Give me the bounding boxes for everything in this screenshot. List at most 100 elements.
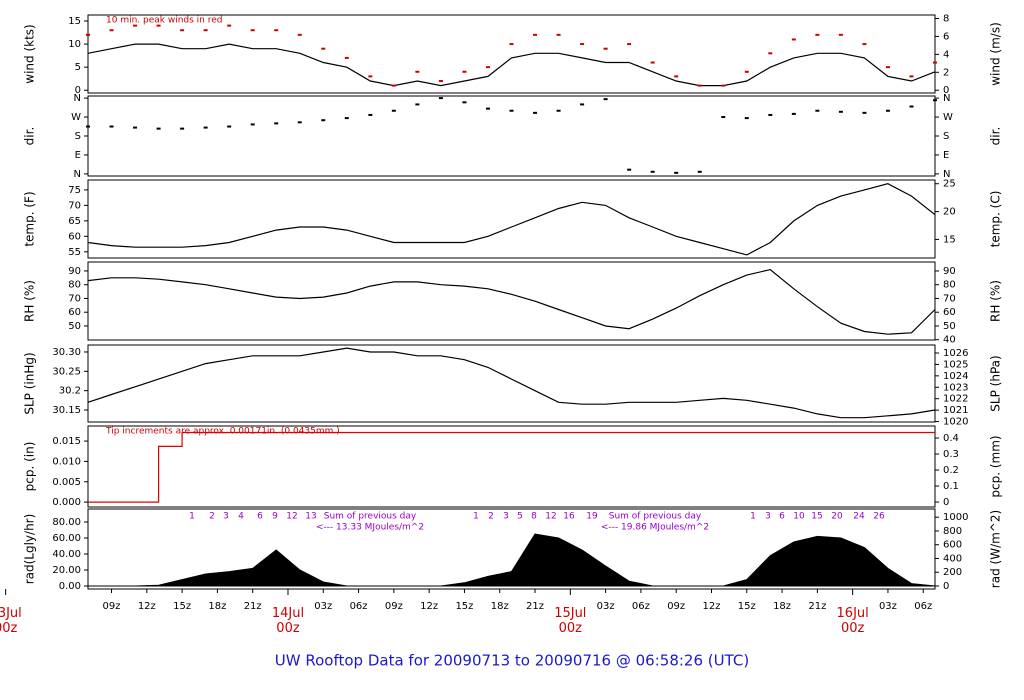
hour-label: 24 — [853, 512, 865, 522]
hour-label: 20 — [831, 512, 843, 522]
y-axis-label: SLP (inHg) — [23, 352, 37, 414]
point — [415, 70, 420, 73]
y-tick-label: 60.00 — [52, 533, 81, 544]
date-label: 16Jul 00z — [837, 606, 869, 636]
x-tick-label: 21z — [244, 601, 262, 612]
hour-label: 1 — [750, 512, 756, 522]
hour-label: 10 — [793, 512, 805, 522]
point — [391, 109, 396, 112]
point — [86, 33, 90, 36]
point — [86, 125, 90, 128]
y-tick-label: N — [74, 169, 81, 180]
hour-label: 3 — [223, 512, 229, 522]
point — [650, 170, 655, 173]
hour-label: 3 — [765, 512, 771, 522]
y-tick-label: 30.25 — [52, 366, 81, 377]
y-tick-label: 80 — [68, 280, 81, 291]
point — [274, 122, 279, 125]
hour-label: 19 — [586, 512, 598, 522]
point — [885, 66, 890, 69]
y-tick-label: 50 — [68, 321, 81, 332]
point — [603, 98, 608, 101]
y-tick-label: 70 — [68, 293, 81, 304]
point — [580, 103, 585, 106]
point — [509, 109, 514, 112]
sum-label: Sum of previous day — [609, 512, 702, 522]
point — [697, 84, 702, 87]
point — [838, 33, 843, 36]
point — [250, 29, 255, 32]
y-axis-label: rad(Lgly/hr) — [23, 514, 37, 585]
y-tick-label: 20.00 — [52, 565, 81, 576]
x-tick-label: 21z — [808, 601, 826, 612]
point — [227, 24, 232, 27]
sum-label: <--- 13.33 MJoules/m^2 — [316, 523, 424, 533]
y2-tick-label: 6 — [943, 31, 949, 42]
y2-tick-label: 1022 — [943, 394, 968, 405]
x-tick-label: 09z — [103, 601, 121, 612]
point — [909, 75, 914, 78]
x-tick-label: 15z — [173, 601, 191, 612]
y2-tick-label: 60 — [943, 307, 956, 318]
hour-label: 2 — [488, 512, 494, 522]
point — [368, 75, 373, 78]
x-tick-label: 12z — [702, 601, 720, 612]
point — [650, 61, 655, 64]
y-axis-label: RH (%) — [23, 280, 37, 322]
y-axis-label: pcp. (in) — [23, 442, 37, 492]
point — [250, 123, 255, 126]
point — [768, 52, 773, 55]
point — [344, 117, 349, 120]
y-tick-label: 0.015 — [52, 436, 81, 447]
y2-tick-label: 0 — [943, 581, 949, 592]
series-step — [88, 431, 935, 503]
y-tick-label: 30.15 — [52, 405, 81, 416]
hour-label: 12 — [286, 512, 297, 522]
point — [933, 99, 937, 102]
y2-tick-label: 8 — [943, 13, 949, 24]
point — [627, 168, 632, 171]
date-label: 13Jul00z — [0, 606, 22, 636]
point — [297, 33, 302, 36]
point — [815, 109, 820, 112]
x-tick-label: 15z — [738, 601, 756, 612]
point — [180, 29, 185, 32]
point — [485, 107, 490, 110]
y2-axis-label: rad (W/m^2) — [989, 510, 1003, 588]
y2-tick-label: 0 — [943, 85, 949, 96]
x-tick-label: 03z — [597, 601, 615, 612]
y2-tick-label: 0.3 — [943, 449, 959, 460]
y-tick-label: 80.00 — [52, 517, 81, 528]
panel-frame — [87, 425, 936, 508]
point — [297, 121, 302, 124]
point — [415, 103, 420, 106]
y-tick-label: 30.30 — [52, 347, 81, 358]
y2-tick-label: 600 — [943, 540, 962, 551]
y2-tick-label: N — [943, 169, 950, 180]
point — [156, 127, 161, 130]
y2-tick-label: 20 — [943, 207, 956, 218]
point — [274, 29, 279, 32]
y-tick-label: W — [71, 112, 81, 123]
point — [933, 61, 937, 64]
point — [109, 29, 114, 32]
hour-label: 15 — [811, 512, 822, 522]
point — [533, 33, 538, 36]
point — [485, 66, 490, 69]
hour-label: 26 — [873, 512, 885, 522]
point — [862, 111, 867, 114]
point — [533, 111, 538, 114]
panel-frame — [87, 179, 936, 259]
date-label-part: 14Jul — [272, 606, 304, 621]
hour-label: 16 — [563, 512, 575, 522]
point — [556, 33, 561, 36]
point — [744, 70, 749, 73]
hour-label: 13 — [305, 512, 316, 522]
y2-tick-label: 1024 — [943, 371, 968, 382]
point — [391, 84, 396, 87]
hour-label: 6 — [257, 512, 263, 522]
y-tick-label: 0.005 — [52, 477, 81, 488]
point — [697, 170, 702, 173]
annotation: Tip increments are approx. 0.00171in. (0… — [105, 427, 340, 437]
x-tick-label: 15z — [455, 601, 473, 612]
